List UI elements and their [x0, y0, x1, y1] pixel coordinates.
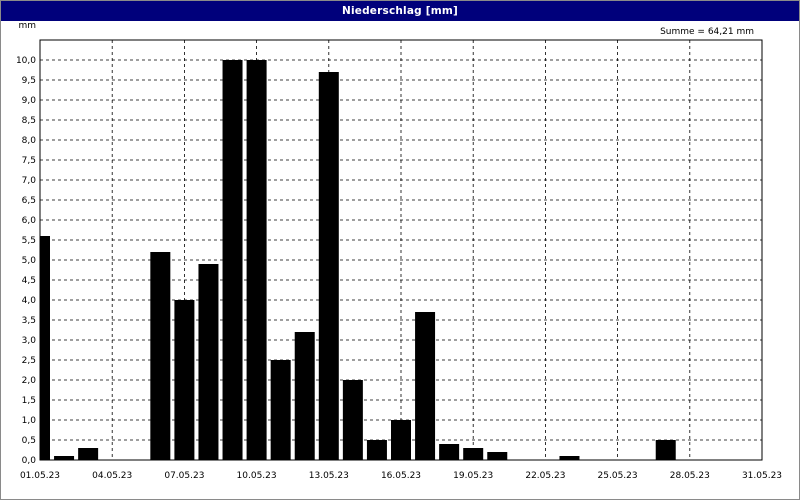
y-tick-label: 1,5 [22, 396, 36, 406]
x-tick-label: 16.05.23 [381, 471, 421, 481]
bar [78, 448, 99, 460]
bar [463, 448, 484, 460]
bar [174, 300, 195, 460]
y-tick-label: 3,0 [22, 336, 37, 346]
bar [40, 236, 50, 460]
y-tick-label: 4,5 [22, 276, 36, 286]
y-axis-label: mm [18, 21, 36, 31]
y-tick-label: 0,5 [22, 436, 36, 446]
x-tick-label: 01.05.23 [20, 471, 60, 481]
y-tick-label: 10,0 [16, 56, 36, 66]
x-tick-label: 04.05.23 [92, 471, 132, 481]
bar [559, 456, 580, 460]
y-tick-label: 8,5 [22, 116, 36, 126]
y-tick-label: 4,0 [22, 296, 37, 306]
y-tick-label: 0,0 [22, 456, 37, 466]
bar [222, 60, 243, 460]
bar [318, 72, 339, 460]
bar [342, 380, 363, 460]
x-tick-label: 22.05.23 [525, 471, 565, 481]
y-tick-label: 5,0 [22, 256, 37, 266]
y-tick-label: 8,0 [22, 136, 37, 146]
bar [270, 360, 291, 460]
y-tick-label: 6,0 [22, 216, 37, 226]
x-tick-label: 13.05.23 [309, 471, 349, 481]
bar [246, 60, 267, 460]
bar [415, 312, 436, 460]
bar [54, 456, 75, 460]
y-tick-label: 2,0 [22, 376, 37, 386]
bar [391, 420, 411, 460]
bar [655, 440, 676, 460]
y-tick-label: 1,0 [22, 416, 37, 426]
bar [294, 332, 315, 460]
x-tick-label: 07.05.23 [164, 471, 204, 481]
bar [150, 252, 171, 460]
bar [487, 452, 508, 460]
y-tick-label: 7,5 [22, 156, 36, 166]
y-tick-label: 2,5 [22, 356, 36, 366]
x-tick-label: 10.05.23 [237, 471, 277, 481]
x-tick-label: 28.05.23 [670, 471, 710, 481]
sum-annotation: Summe = 64,21 mm [660, 27, 754, 37]
y-tick-label: 6,5 [22, 196, 36, 206]
bar [198, 264, 219, 460]
x-tick-label: 25.05.23 [598, 471, 638, 481]
bar [439, 444, 460, 460]
y-tick-label: 5,5 [22, 236, 36, 246]
x-tick-label: 19.05.23 [453, 471, 493, 481]
x-tick-label: 31.05.23 [742, 471, 782, 481]
bar [366, 440, 387, 460]
y-tick-label: 3,5 [22, 316, 36, 326]
y-tick-label: 9,5 [22, 76, 36, 86]
y-tick-label: 9,0 [22, 96, 37, 106]
y-tick-label: 7,0 [22, 176, 37, 186]
chart-title: Niederschlag [mm] [1, 1, 799, 21]
